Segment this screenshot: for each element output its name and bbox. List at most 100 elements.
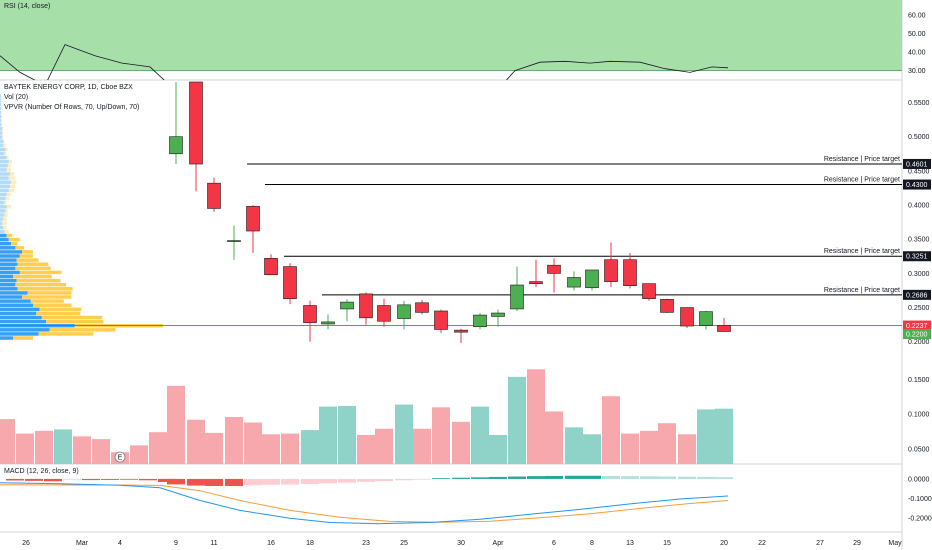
macd-line [0, 482, 729, 525]
vpvr-row-up [0, 233, 7, 238]
x-tick-label: May [888, 540, 902, 547]
resistance-badge [903, 289, 931, 300]
volume-panel: 0.1500 0.1000 0.0500 E [0, 369, 930, 464]
volume-bar [92, 439, 110, 464]
candle-body [283, 266, 297, 299]
rsi-tick-label: 60.00 [908, 12, 926, 19]
macd-histogram-bar [545, 475, 563, 479]
resistance-label: Resistance | Price target [824, 177, 900, 184]
vpvr-row-up [0, 217, 4, 221]
candle-body [623, 259, 637, 286]
vpvr-row-up [0, 127, 3, 131]
rsi-tick-label: 50.00 [908, 31, 926, 38]
macd-histogram-bar [82, 478, 100, 481]
vpvr-row-down [3, 225, 7, 230]
vpvr-row-down [38, 332, 94, 336]
x-tick-label: 13 [626, 540, 634, 547]
macd-histogram-bar [63, 478, 81, 480]
candle-body [397, 304, 411, 319]
volume-bar [565, 427, 583, 464]
vpvr-row-down [5, 147, 8, 152]
volume-bar [281, 433, 299, 464]
macd-histogram-bar [25, 478, 43, 481]
vpvr-row-up [0, 192, 7, 197]
volume-bar [244, 422, 262, 464]
vpvr-row-down [49, 328, 116, 332]
vpvr-row-down [11, 180, 17, 184]
macd-histogram-bar [319, 478, 337, 484]
price-tick-label: 0.4000 [908, 203, 930, 210]
vpvr-row-down [6, 205, 11, 209]
x-tick-label: Apr [493, 540, 505, 547]
volume-bar [471, 406, 489, 464]
candle-body [585, 269, 599, 289]
x-tick-label: 27 [816, 540, 824, 547]
vpvr-row-up [0, 266, 16, 271]
candle-body [303, 305, 317, 323]
macd-histogram-bar [602, 475, 620, 479]
macd-panel: 0.0000 -0.1000 -0.2000 [0, 475, 932, 525]
vpvr-row-down [1, 123, 3, 127]
resistance-badge [903, 251, 931, 262]
vpvr-row-up [0, 262, 18, 266]
price-tick-label: 0.5000 [908, 134, 930, 141]
volume-bar [357, 434, 375, 464]
candle-body [434, 310, 448, 330]
vpvr-row-up [0, 164, 8, 168]
volume-bar [697, 409, 715, 464]
volume-bar [545, 411, 563, 464]
vpvr-row-up [0, 209, 6, 213]
vpvr-row-up [0, 200, 5, 205]
candle-body [473, 314, 487, 328]
x-tick-label: 20 [720, 540, 728, 547]
price-tick-label: 0.5500 [908, 100, 930, 107]
macd-tick-label: -0.2000 [908, 516, 932, 523]
macd-histogram-bar [101, 478, 119, 480]
vpvr-row-down [4, 151, 7, 156]
vpvr-row-down [6, 168, 11, 172]
earnings-marker-label: E [118, 455, 123, 462]
volume-bar [16, 433, 34, 464]
candle-body [454, 329, 468, 333]
macd-histogram-bar [527, 476, 545, 479]
vpvr-row-up [0, 172, 10, 176]
current-price-badge [903, 320, 931, 331]
volume-bar [225, 416, 243, 464]
vpvr-row-up [0, 250, 22, 254]
volume-bar [452, 421, 470, 464]
macd-histogram-bar [262, 478, 280, 485]
volume-bar [149, 432, 167, 464]
vpvr-row-down [11, 241, 18, 246]
candle-body [321, 321, 335, 325]
macd-histogram-bar [621, 476, 639, 479]
rsi-tick-label: 30.00 [908, 68, 926, 75]
candle-body [246, 206, 260, 232]
candle-body [547, 264, 561, 274]
x-tick-label: 4 [118, 540, 122, 547]
macd-histogram-bar [375, 478, 393, 482]
volume-tick-label: 0.1000 [908, 412, 930, 419]
volume-tick-label: 0.1500 [908, 377, 930, 384]
vpvr-row-up [0, 295, 22, 299]
volume-bar [583, 434, 601, 464]
vpvr-row-up [0, 168, 7, 172]
vpvr-row-up [0, 147, 6, 152]
x-tick-label: 23 [362, 540, 370, 547]
resistance-badge-text: 0.2686 [906, 292, 928, 299]
macd-histogram-bar [281, 478, 299, 485]
vpvr-row-down [6, 192, 11, 197]
candle-body [642, 283, 656, 299]
volume-bar [658, 423, 676, 464]
resistance-badge-text: 0.3251 [906, 254, 928, 261]
resistance-label: Resistance | Price target [824, 287, 900, 294]
candle-body [717, 325, 731, 332]
x-tick-label: 30 [457, 540, 465, 547]
rsi-tick-label: 40.00 [908, 50, 926, 57]
vpvr-row-up [0, 98, 2, 102]
macd-histogram-bar [395, 478, 413, 481]
price-tick-label: 0.4500 [908, 168, 930, 175]
volume-bar [508, 376, 526, 464]
vpvr-row-down [30, 299, 64, 303]
vpvr-row-down [15, 282, 66, 287]
resistance-badge [903, 158, 931, 169]
